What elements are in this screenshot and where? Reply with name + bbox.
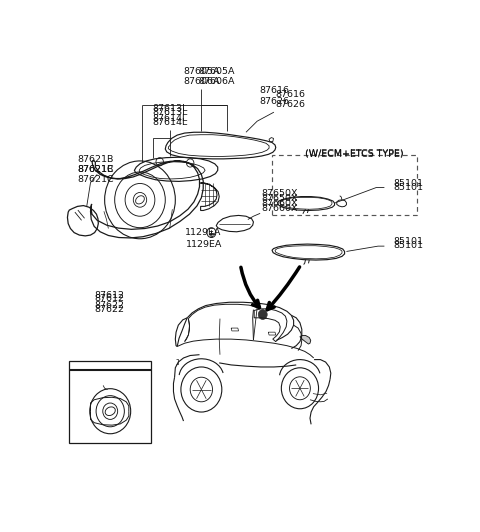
Text: 85101: 85101 (393, 179, 423, 188)
Text: 87613L
87614L: 87613L 87614L (152, 104, 187, 123)
Text: (W/ECM+ETCS TYPE): (W/ECM+ETCS TYPE) (305, 149, 403, 158)
Text: 87612
87622: 87612 87622 (95, 294, 125, 314)
Text: 87612
87622: 87612 87622 (95, 291, 125, 311)
Text: 85101: 85101 (393, 183, 423, 192)
Text: 1129EA: 1129EA (185, 228, 221, 237)
Text: 87613L
87614L: 87613L 87614L (152, 108, 187, 127)
Text: (W/ECM+ETCS TYPE): (W/ECM+ETCS TYPE) (305, 150, 403, 159)
Text: 85101: 85101 (393, 241, 423, 250)
Text: 87616
87626: 87616 87626 (276, 89, 306, 109)
Text: 85101: 85101 (393, 237, 423, 246)
Polygon shape (300, 336, 311, 344)
Circle shape (258, 310, 267, 319)
Text: 87621B
87621C: 87621B 87621C (78, 165, 115, 184)
Text: 87650X
87660X: 87650X 87660X (261, 189, 298, 208)
Text: 87616
87626: 87616 87626 (259, 86, 289, 106)
Text: 87605A
87606A: 87605A 87606A (198, 67, 235, 86)
Text: 87605A
87606A: 87605A 87606A (183, 66, 220, 86)
Text: 87621B
87621C: 87621B 87621C (78, 155, 115, 174)
Text: 1129EA: 1129EA (186, 240, 223, 249)
Text: 87650X
87660X: 87650X 87660X (261, 194, 298, 213)
